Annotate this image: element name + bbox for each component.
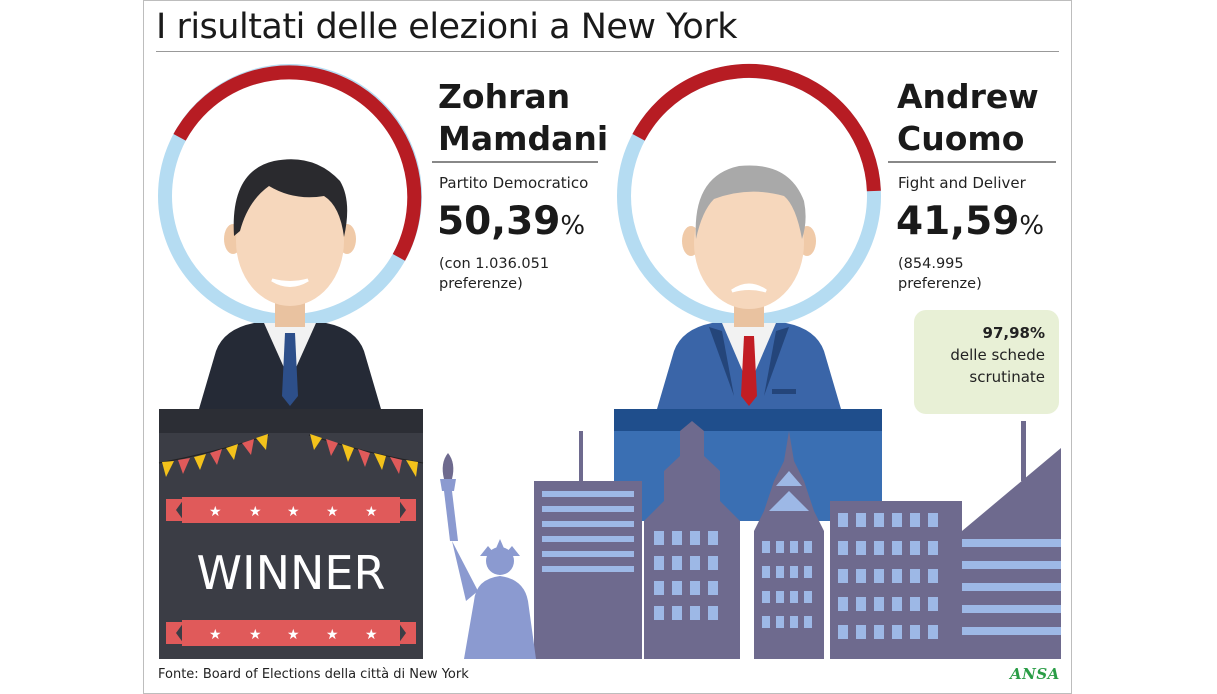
ballots-counted-box: 97,98% delle schede scrutinate [914, 310, 1059, 414]
illustration: ★ ★ ★ ★ ★ ★ ★ ★ ★ ★ WI [158, 63, 1061, 659]
candidate-1-name-line2: Mamdani [438, 119, 609, 158]
mamdani-share-arc [173, 65, 422, 261]
svg-text:★: ★ [287, 504, 300, 520]
svg-text:★: ★ [365, 504, 378, 520]
svg-text:★: ★ [209, 627, 222, 643]
candidate-2-votes: (854.995 preferenze) [898, 256, 982, 292]
svg-text:★: ★ [209, 504, 222, 520]
candidate-2-percent: 41,59% [896, 199, 1045, 244]
ballots-counted-line3: scrutinate [969, 368, 1045, 386]
bunting-left [162, 434, 268, 477]
bunting-right [310, 434, 418, 477]
page-title: I risultati delle elezioni a New York [156, 7, 737, 47]
candidate-2-party: Fight and Deliver [898, 174, 1026, 192]
cuomo-figure [657, 165, 841, 409]
svg-text:★: ★ [326, 627, 339, 643]
winner-podium: ★ ★ ★ ★ ★ ★ ★ ★ ★ ★ WI [158, 409, 424, 659]
winner-banner-top: ★ ★ ★ ★ ★ [166, 497, 416, 523]
candidate-2-name-line2: Cuomo [897, 119, 1025, 158]
candidate-2-name-line1: Andrew [897, 77, 1039, 116]
candidate-1-votes: (con 1.036.051 preferenze) [439, 256, 550, 292]
statue-of-liberty [440, 453, 536, 659]
source-note: Fonte: Board of Elections della città di… [158, 667, 469, 682]
title-divider [156, 51, 1059, 52]
candidate-1-name-line1: Zohran [438, 77, 571, 116]
svg-text:★: ★ [249, 627, 262, 643]
svg-text:★: ★ [287, 627, 300, 643]
cuomo-share-arc [632, 63, 881, 192]
svg-text:★: ★ [365, 627, 378, 643]
candidate-1-party: Partito Democratico [439, 174, 589, 192]
city-skyline [440, 421, 1061, 659]
ballots-counted-value: 97,98% [982, 324, 1045, 342]
winner-banner-bottom: ★ ★ ★ ★ ★ [166, 620, 416, 646]
candidate-2-name-divider [888, 161, 1056, 163]
svg-text:★: ★ [249, 504, 262, 520]
ansa-logo: ANSA [1010, 665, 1060, 683]
candidate-1-name-divider [432, 161, 598, 163]
svg-text:★: ★ [326, 504, 339, 520]
candidate-1-percent: 50,39% [437, 199, 586, 244]
infographic-card: I risultati delle elezioni a New York [143, 0, 1072, 694]
winner-label: WINNER [197, 546, 386, 600]
ballots-counted-line2: delle schede [950, 346, 1045, 364]
mamdani-figure [199, 159, 381, 409]
